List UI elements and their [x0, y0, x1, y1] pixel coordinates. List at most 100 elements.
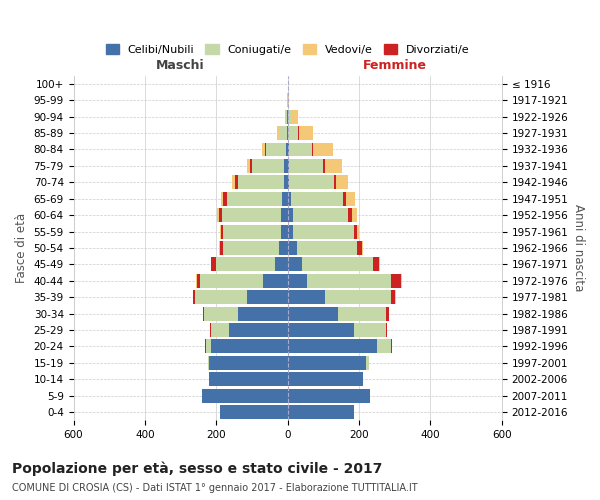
Bar — [266, 142, 286, 156]
Bar — [377, 340, 391, 353]
Bar — [193, 290, 195, 304]
Bar — [229, 323, 287, 337]
Bar — [283, 192, 287, 205]
Bar — [343, 192, 346, 205]
Bar — [235, 176, 238, 190]
Bar — [287, 142, 289, 156]
Bar — [379, 258, 380, 272]
Bar — [262, 142, 265, 156]
Bar — [217, 258, 275, 272]
Bar — [203, 306, 204, 320]
Bar — [279, 126, 280, 140]
Bar — [220, 224, 221, 238]
Bar — [286, 110, 287, 124]
Bar — [313, 142, 332, 156]
Bar — [287, 176, 289, 190]
Bar — [289, 142, 312, 156]
Bar — [238, 306, 287, 320]
Bar — [204, 306, 238, 320]
Bar — [287, 356, 366, 370]
Bar — [386, 306, 389, 320]
Y-axis label: Fasce di età: Fasce di età — [15, 213, 28, 283]
Bar — [209, 356, 287, 370]
Bar — [265, 142, 266, 156]
Bar — [373, 258, 379, 272]
Bar — [354, 224, 356, 238]
Bar — [338, 306, 386, 320]
Bar — [247, 159, 250, 173]
Bar — [289, 159, 323, 173]
Bar — [323, 159, 325, 173]
Bar — [287, 323, 354, 337]
Bar — [223, 192, 227, 205]
Bar — [325, 290, 391, 304]
Text: Femmine: Femmine — [363, 60, 427, 72]
Bar — [362, 372, 364, 386]
Bar — [287, 94, 289, 107]
Bar — [217, 208, 219, 222]
Bar — [357, 241, 362, 255]
Bar — [287, 224, 293, 238]
Bar — [312, 142, 313, 156]
Bar — [287, 405, 354, 419]
Bar — [391, 290, 395, 304]
Bar — [280, 126, 287, 140]
Bar — [219, 241, 220, 255]
Bar — [346, 192, 355, 205]
Bar — [299, 126, 313, 140]
Bar — [220, 405, 287, 419]
Bar — [206, 340, 211, 353]
Bar — [287, 306, 338, 320]
Bar — [287, 372, 362, 386]
Text: Maschi: Maschi — [156, 60, 205, 72]
Bar — [349, 208, 352, 222]
Bar — [200, 274, 263, 288]
Bar — [221, 192, 223, 205]
Bar — [232, 176, 235, 190]
Bar — [211, 323, 229, 337]
Bar — [211, 258, 217, 272]
Y-axis label: Anni di nascita: Anni di nascita — [572, 204, 585, 292]
Bar — [277, 126, 279, 140]
Bar — [336, 176, 349, 190]
Bar — [195, 290, 247, 304]
Bar — [291, 110, 298, 124]
Bar — [211, 340, 287, 353]
Bar — [247, 290, 287, 304]
Bar — [281, 208, 287, 222]
Bar — [250, 159, 252, 173]
Bar — [291, 192, 343, 205]
Legend: Celibi/Nubili, Coniugati/e, Vedovi/e, Divorziati/e: Celibi/Nubili, Coniugati/e, Vedovi/e, Di… — [101, 40, 475, 59]
Bar — [352, 208, 357, 222]
Bar — [356, 224, 359, 238]
Bar — [287, 208, 293, 222]
Bar — [287, 388, 370, 402]
Bar — [281, 224, 287, 238]
Bar — [287, 274, 307, 288]
Bar — [197, 274, 200, 288]
Bar — [302, 258, 373, 272]
Bar — [209, 372, 287, 386]
Bar — [401, 274, 402, 288]
Bar — [287, 159, 289, 173]
Bar — [223, 241, 279, 255]
Bar — [287, 340, 377, 353]
Bar — [366, 356, 369, 370]
Bar — [287, 241, 296, 255]
Bar — [279, 241, 287, 255]
Bar — [252, 159, 284, 173]
Bar — [298, 126, 299, 140]
Bar — [202, 388, 287, 402]
Bar — [293, 208, 349, 222]
Bar — [223, 224, 281, 238]
Bar — [325, 159, 343, 173]
Bar — [334, 176, 336, 190]
Bar — [284, 159, 287, 173]
Bar — [275, 258, 287, 272]
Bar — [289, 126, 298, 140]
Bar — [354, 323, 386, 337]
Bar — [362, 241, 364, 255]
Bar — [287, 126, 289, 140]
Bar — [386, 323, 387, 337]
Bar — [296, 241, 357, 255]
